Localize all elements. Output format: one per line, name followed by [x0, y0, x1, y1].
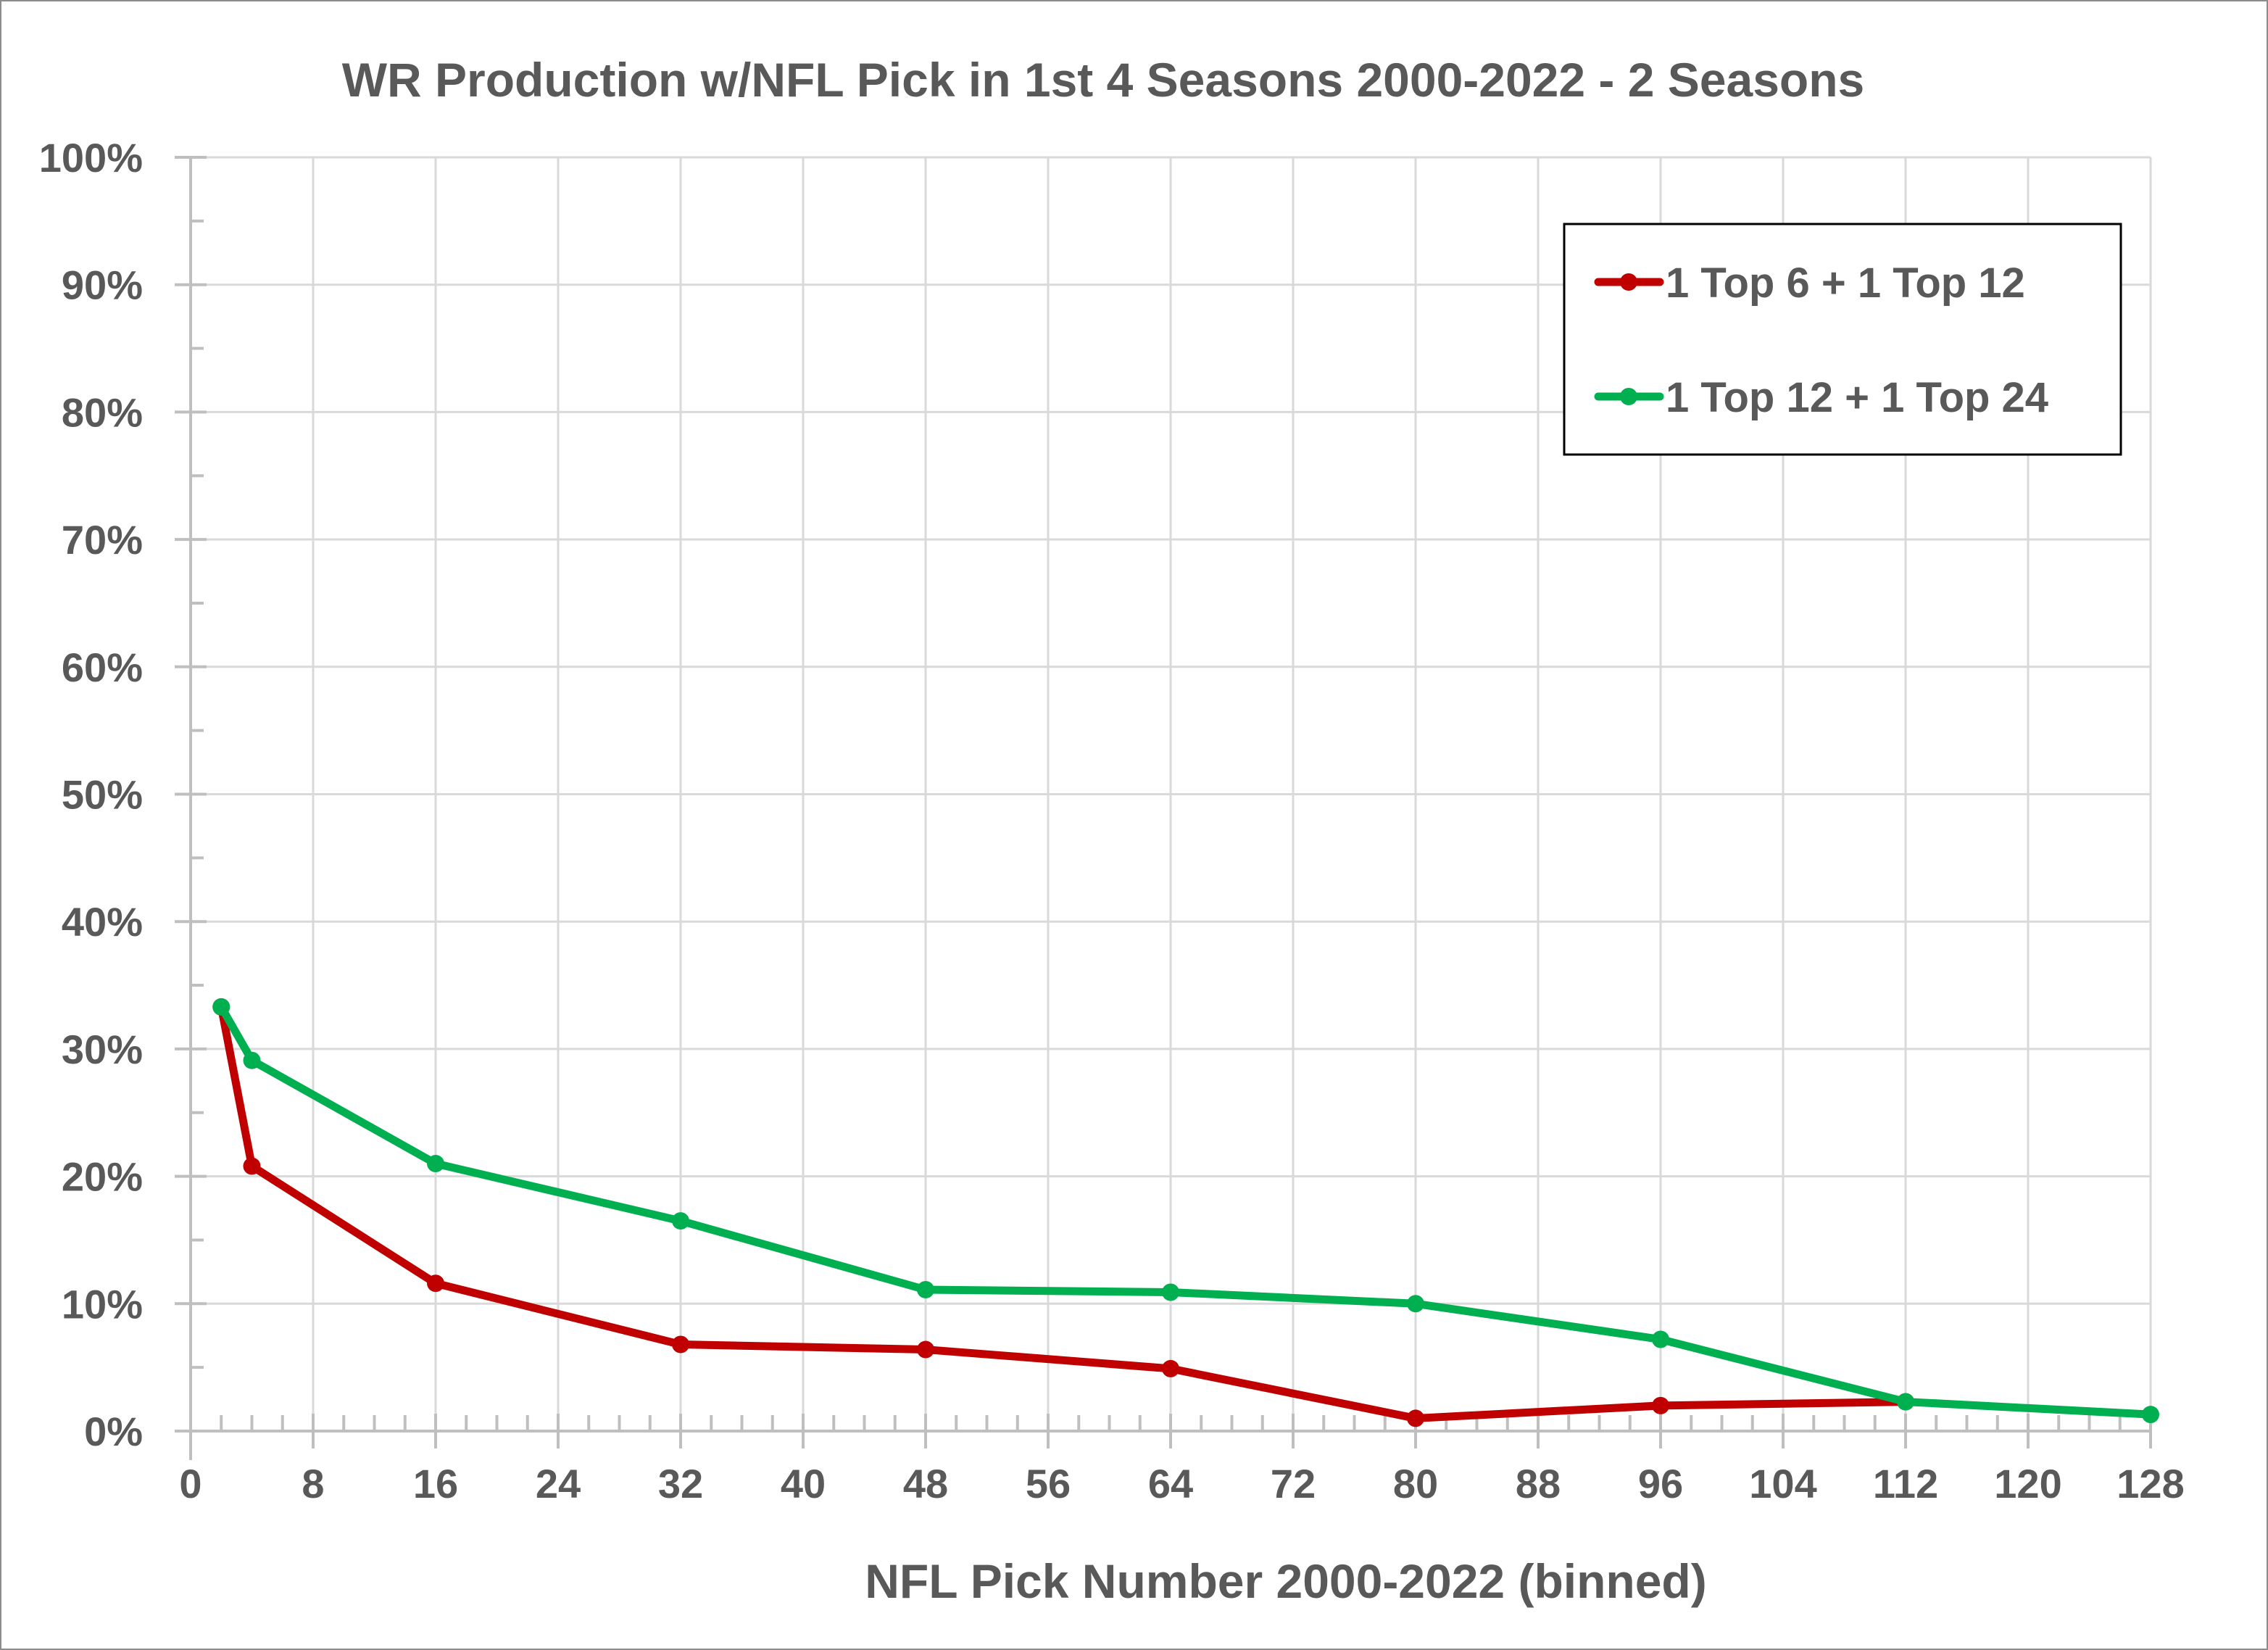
x-tick-label: 0 — [179, 1461, 202, 1506]
series-group — [212, 998, 2159, 1427]
axes — [175, 156, 2152, 1460]
legend: 1 Top 6 + 1 Top 12 1 Top 12 + 1 Top 24 — [1563, 223, 2122, 456]
data-point — [427, 1155, 444, 1173]
data-point — [1162, 1359, 1179, 1377]
x-tick-label: 88 — [1516, 1461, 1561, 1506]
data-point — [1652, 1396, 1669, 1414]
x-tick-label: 16 — [413, 1461, 458, 1506]
series-line-1 — [217, 1003, 2155, 1419]
tick-labels: 0% 10% 20% 30% 40% 50% 60% 70% 80% 90% 100% 0 8 16 24 3… — [39, 135, 2185, 1506]
y-tick-label: 70% — [62, 517, 143, 563]
x-tick-label: 64 — [1148, 1461, 1193, 1506]
data-point — [1897, 1393, 1914, 1411]
data-point — [1407, 1409, 1424, 1427]
y-tick-label: 0% — [84, 1409, 143, 1454]
chart-title: WR Production w/NFL Pick in 1st 4 Season… — [342, 53, 1865, 107]
x-tick-label: 48 — [903, 1461, 948, 1506]
legend-marker-icon — [1620, 273, 1637, 291]
data-point — [243, 1051, 261, 1069]
x-tick-label: 128 — [2117, 1461, 2184, 1506]
y-tick-label: 80% — [62, 389, 143, 435]
data-point — [672, 1335, 689, 1353]
x-tick-label: 8 — [302, 1461, 324, 1506]
data-point — [243, 1157, 261, 1175]
legend-label: 1 Top 12 + 1 Top 24 — [1666, 374, 2048, 421]
gridlines — [191, 156, 2152, 1431]
y-tick-label: 90% — [62, 262, 143, 308]
data-point — [2142, 1406, 2159, 1424]
data-point — [1652, 1330, 1669, 1348]
x-tick-label: 24 — [536, 1461, 581, 1506]
data-point — [1162, 1283, 1179, 1301]
x-tick-label: 112 — [1873, 1461, 1938, 1506]
x-tick-label: 120 — [1994, 1461, 2061, 1506]
y-tick-label: 40% — [62, 899, 143, 945]
x-tick-label: 56 — [1026, 1461, 1071, 1506]
y-tick-label: 100% — [39, 135, 143, 181]
legend-item-1: 1 Top 12 + 1 Top 24 — [1594, 374, 2048, 421]
legend-label: 1 Top 6 + 1 Top 12 — [1666, 260, 2025, 307]
data-point — [1407, 1295, 1424, 1313]
x-tick-label: 80 — [1393, 1461, 1438, 1506]
legend-marker-icon — [1620, 388, 1637, 405]
data-point — [917, 1340, 934, 1359]
series-line-0 — [217, 1003, 1910, 1422]
x-tick-label: 72 — [1271, 1461, 1316, 1506]
x-tick-label: 104 — [1749, 1461, 1816, 1506]
x-tick-label: 96 — [1638, 1461, 1683, 1506]
y-tick-label: 20% — [62, 1154, 143, 1200]
data-point — [917, 1280, 934, 1298]
legend-box — [1563, 223, 2122, 456]
data-point — [672, 1212, 689, 1230]
x-tick-label: 40 — [781, 1461, 826, 1506]
x-tick-label: 32 — [658, 1461, 703, 1506]
y-tick-label: 10% — [62, 1281, 143, 1327]
x-axis-title: NFL Pick Number 2000-2022 (binned) — [865, 1554, 1706, 1608]
legend-item-0: 1 Top 6 + 1 Top 12 — [1594, 260, 2025, 307]
y-tick-label: 50% — [62, 772, 143, 818]
data-point — [427, 1274, 444, 1293]
y-tick-label: 30% — [62, 1027, 143, 1072]
y-tick-label: 60% — [62, 644, 143, 690]
data-point — [212, 998, 230, 1016]
